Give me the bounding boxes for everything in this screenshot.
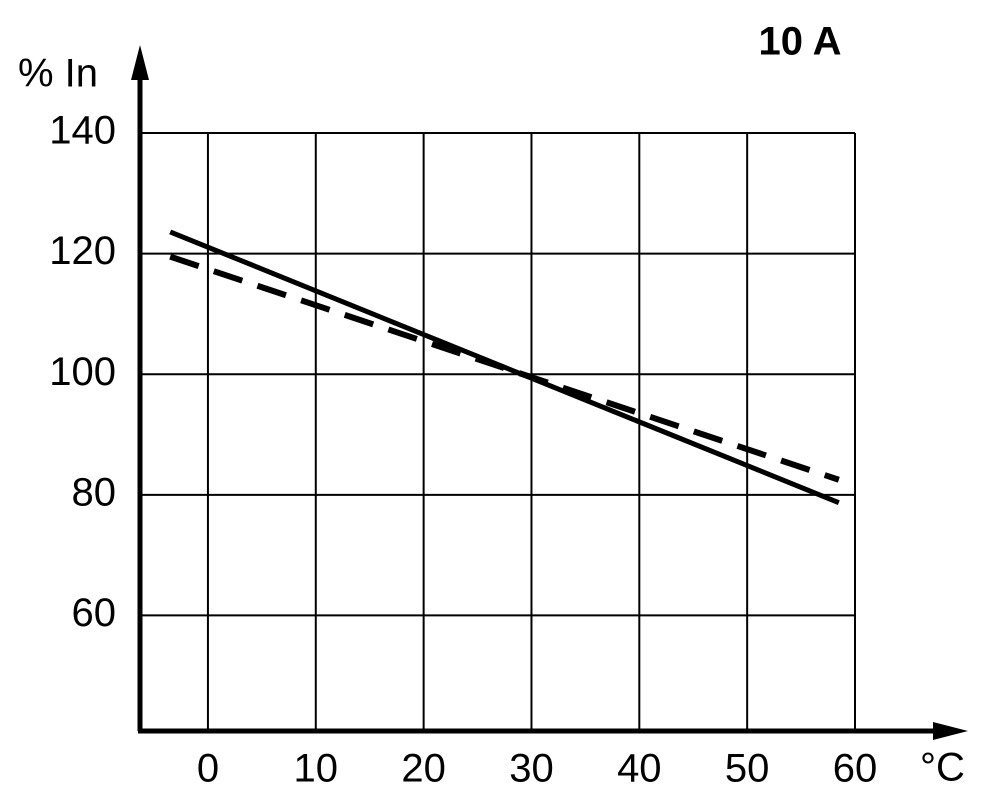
y-axis-label: % In [18, 52, 98, 96]
x-tick-label: 30 [509, 747, 554, 791]
x-tick-label: 40 [617, 747, 662, 791]
x-axis-label: °C [920, 746, 965, 790]
x-tick-label: 0 [197, 747, 219, 791]
data-line [169, 253, 840, 483]
x-tick-label: 10 [294, 747, 339, 791]
x-axis-arrow [933, 722, 968, 740]
y-tick-label: 60 [72, 591, 117, 635]
y-tick-label: 140 [49, 109, 116, 153]
x-tick-label: 60 [833, 747, 878, 791]
x-tick-label: 50 [725, 747, 770, 791]
y-axis-arrow [131, 45, 149, 80]
y-tick-label: 80 [72, 470, 117, 514]
chart-title: 10 A [758, 20, 841, 64]
y-tick-label: 120 [49, 229, 116, 273]
data-line [169, 229, 840, 505]
x-tick-label: 20 [401, 747, 446, 791]
y-tick-label: 100 [49, 350, 116, 394]
